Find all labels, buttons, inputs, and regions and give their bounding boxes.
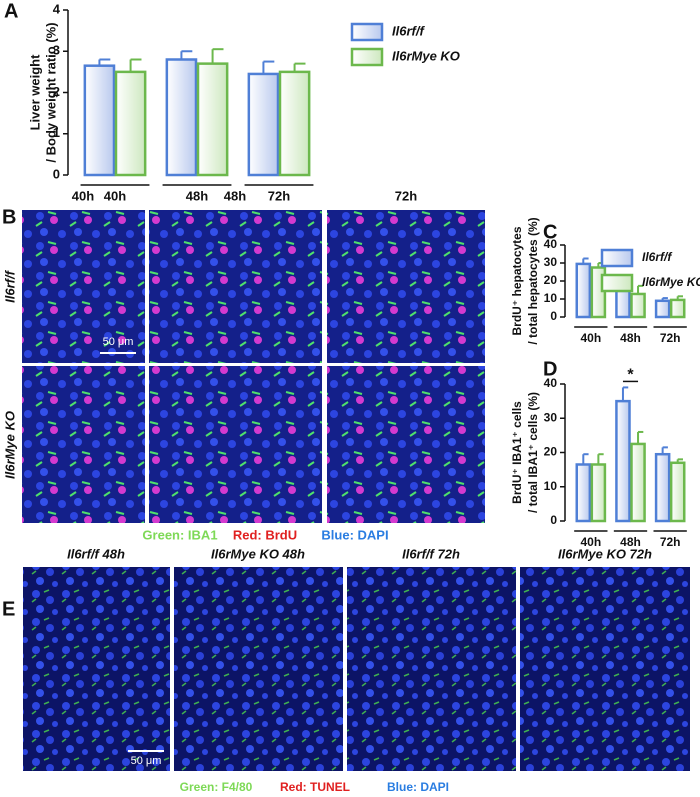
y-tick-label: 0 xyxy=(550,309,557,323)
panel-label: E xyxy=(2,598,15,620)
y-tick-label: 10 xyxy=(544,479,558,493)
y-tick-label: 3 xyxy=(53,43,60,58)
legend-label: Il6rMye KO xyxy=(392,48,460,63)
x-tick-label: 72h xyxy=(660,535,681,549)
bar xyxy=(114,70,147,177)
y-axis-label: / total IBA1⁺ cells (%) xyxy=(526,392,540,513)
bar xyxy=(83,64,116,177)
y-tick-label: 20 xyxy=(544,273,558,287)
y-tick-label: 0 xyxy=(53,166,60,181)
micrograph xyxy=(347,567,516,771)
bar xyxy=(575,463,592,523)
y-axis-label: / total hepatocytes (%) xyxy=(526,217,540,344)
panel-label: D xyxy=(543,358,557,380)
stain-legend: Green: F4/80 xyxy=(180,780,253,794)
y-tick-label: 2 xyxy=(53,84,60,99)
y-axis-label: BrdU⁺ hepatocytes xyxy=(510,226,524,335)
x-tick-label: 48h xyxy=(186,188,208,203)
bar xyxy=(669,461,686,523)
legend-swatch xyxy=(350,22,384,42)
column-label: 40h xyxy=(72,188,94,203)
panel-label: C xyxy=(543,221,557,243)
y-tick-label: 0 xyxy=(550,513,557,527)
x-tick-label: 72h xyxy=(660,331,681,345)
micrograph xyxy=(22,366,145,523)
column-label: 48h xyxy=(224,188,246,203)
bar xyxy=(669,298,686,319)
y-tick-label: 40 xyxy=(544,237,558,251)
legend-label: Il6rf/f xyxy=(642,250,672,264)
micrograph xyxy=(174,567,343,771)
panel-label: B xyxy=(2,206,16,228)
legend-swatch xyxy=(600,248,634,268)
micrograph xyxy=(327,366,485,523)
bar xyxy=(196,62,229,177)
bar xyxy=(247,72,280,177)
y-tick-label: 30 xyxy=(544,255,558,269)
stain-legend: Red: TUNEL xyxy=(280,780,350,794)
bar xyxy=(630,442,646,523)
micrograph xyxy=(23,567,170,771)
row-label: Il6rMye KO xyxy=(2,411,17,479)
y-axis-label: BrdU⁺ IBA1⁺ cells xyxy=(510,401,524,504)
micrograph xyxy=(327,210,485,363)
stain-legend: Blue: DAPI xyxy=(387,780,449,794)
x-tick-label: 48h xyxy=(620,535,641,549)
legend-swatch xyxy=(350,47,384,67)
bar xyxy=(654,452,671,523)
y-tick-label: 30 xyxy=(544,410,558,424)
column-label: 72h xyxy=(395,188,417,203)
x-tick-label: 40h xyxy=(580,331,601,345)
y-axis-label: Liver weight xyxy=(27,54,42,131)
stain-legend: Blue: DAPI xyxy=(321,527,388,542)
x-tick-label: 48h xyxy=(620,331,641,345)
stain-legend: Red: BrdU xyxy=(233,527,297,542)
legend-label: Il6rMye KO xyxy=(642,275,700,289)
bar xyxy=(615,399,631,523)
column-label: Il6rf/f 72h xyxy=(402,546,460,561)
panel-label: A xyxy=(4,0,18,22)
micrograph xyxy=(149,210,322,363)
column-label: Il6rMye KO 48h xyxy=(211,546,305,561)
y-tick-label: 40 xyxy=(544,376,558,390)
x-tick-label: 72h xyxy=(268,188,290,203)
bar xyxy=(575,262,592,319)
y-tick-label: 1 xyxy=(53,125,60,140)
annotation: * xyxy=(627,367,634,384)
column-label: Il6rf/f 48h xyxy=(67,546,125,561)
scale-bar-label: 50 μm xyxy=(131,755,162,767)
bar xyxy=(630,292,646,319)
micrograph xyxy=(149,366,322,523)
y-axis-label: / Body weight ratio (%) xyxy=(43,22,58,162)
bar xyxy=(278,70,311,177)
legend-swatch xyxy=(600,273,634,293)
micrograph xyxy=(520,567,690,771)
stain-legend: Green: IBA1 xyxy=(142,527,217,542)
column-label: Il6rMye KO 72h xyxy=(558,546,652,561)
bar xyxy=(165,58,198,177)
bar xyxy=(590,463,607,523)
bar xyxy=(654,299,671,319)
x-tick-label: 40h xyxy=(104,188,126,203)
row-label: Il6rf/f xyxy=(2,269,17,302)
bar xyxy=(615,289,631,319)
scale-bar-label: 50 μm xyxy=(103,336,134,348)
y-tick-label: 10 xyxy=(544,291,558,305)
micrograph xyxy=(22,210,145,363)
y-tick-label: 20 xyxy=(544,445,558,459)
y-tick-label: 4 xyxy=(53,1,61,16)
legend-label: Il6rf/f xyxy=(392,23,425,38)
x-tick-label: 40h xyxy=(580,535,601,549)
